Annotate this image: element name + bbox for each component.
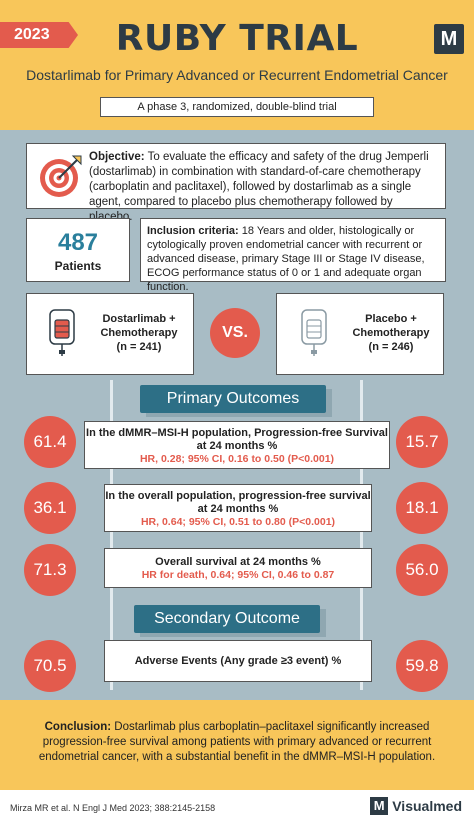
- patients-label: Patients: [54, 259, 102, 273]
- right-connector-line: [360, 380, 363, 690]
- arm-right-line2: Chemotherapy: [352, 327, 430, 339]
- arm-right-line3: (n = 246): [368, 341, 414, 353]
- inclusion-box: Inclusion criteria: 18 Years and older, …: [140, 218, 446, 293]
- arm-left-line2: Chemotherapy: [100, 327, 178, 339]
- arm-dostarlimab-box: Dostarlimab + Chemotherapy (n = 241): [26, 293, 194, 375]
- outcome1-box: In the dMMR–MSI-H population, Progressio…: [84, 421, 390, 469]
- inclusion-text: 18 Years and older, histologically or cy…: [147, 225, 425, 293]
- citation: Mirza MR et al. N Engl J Med 2023; 388:2…: [10, 803, 216, 813]
- arm-placebo-label: Placebo + Chemotherapy (n = 246): [341, 312, 441, 354]
- outcome2-title: In the overall population, progression-f…: [105, 490, 371, 515]
- arm-left-line3: (n = 241): [116, 341, 162, 353]
- iv-bag-icon: [301, 309, 327, 356]
- conclusion-body: Dostarlimab plus carboplatin–paclitaxel …: [38, 721, 436, 763]
- objective-label: Objective:: [89, 151, 145, 163]
- arm-right-line1: Placebo +: [365, 313, 417, 325]
- arm-placebo-box: Placebo + Chemotherapy (n = 246): [276, 293, 444, 375]
- outcome3-title: Overall survival at 24 months %: [155, 556, 321, 568]
- footer: [0, 790, 474, 822]
- conclusion-label: Conclusion:: [44, 721, 112, 733]
- target-icon: [40, 155, 82, 197]
- vs-badge: VS.: [210, 308, 260, 358]
- trial-type-box: A phase 3, randomized, double-blind tria…: [100, 97, 374, 117]
- iv-bag-icon: [49, 309, 75, 356]
- outcome1-placebo-value: 15.7: [396, 416, 448, 468]
- outcome1-dostarlimab-value: 61.4: [24, 416, 76, 468]
- brand-logo: M Visualmed: [370, 797, 462, 815]
- patients-box: 487 Patients: [26, 218, 130, 282]
- outcome3-box: Overall survival at 24 months % HR for d…: [104, 548, 372, 588]
- objective-body: To evaluate the efficacy and safety of t…: [89, 151, 429, 223]
- secondary-outcome-heading: Secondary Outcome: [134, 605, 320, 633]
- outcome1-title: In the dMMR–MSI-H population, Progressio…: [86, 427, 388, 452]
- conclusion-band: [0, 700, 474, 790]
- outcome2-placebo-value: 18.1: [396, 482, 448, 534]
- secondary-outcome-box: Adverse Events (Any grade ≥3 event) %: [104, 640, 372, 682]
- outcome1-hr: HR, 0.28; 95% CI, 0.16 to 0.50 (P<0.001): [139, 453, 335, 465]
- outcome3-dostarlimab-value: 71.3: [24, 544, 76, 596]
- patients-count: 487: [57, 229, 99, 256]
- outcome2-box: In the overall population, progression-f…: [104, 484, 372, 532]
- arm-dostarlimab-label: Dostarlimab + Chemotherapy (n = 241): [89, 312, 189, 354]
- brand-logo-icon: M: [370, 797, 389, 815]
- outcome2-dostarlimab-value: 36.1: [24, 482, 76, 534]
- brand-name: Visualmed: [392, 798, 462, 814]
- primary-outcomes-heading: Primary Outcomes: [140, 385, 326, 413]
- outcome3-placebo-value: 56.0: [396, 544, 448, 596]
- logo-icon: M: [434, 24, 464, 54]
- objective-text: Objective: To evaluate the efficacy and …: [89, 150, 439, 225]
- subtitle: Dostarlimab for Primary Advanced or Recu…: [26, 67, 448, 83]
- arm-left-line1: Dostarlimab +: [102, 313, 176, 325]
- secondary-outcome-title: Adverse Events (Any grade ≥3 event) %: [134, 655, 342, 667]
- outcome3-hr: HR for death, 0.64; 95% CI, 0.46 to 0.87: [141, 569, 335, 581]
- year-tag: 2023: [0, 22, 78, 48]
- page-title: RUBY TRIAL: [115, 18, 359, 59]
- secondary-placebo-value: 59.8: [396, 640, 448, 692]
- outcome2-hr: HR, 0.64; 95% CI, 0.51 to 0.80 (P<0.001): [140, 516, 336, 528]
- inclusion-label: Inclusion criteria:: [147, 225, 239, 237]
- left-connector-line: [110, 380, 113, 690]
- conclusion-text: Conclusion: Dostarlimab plus carboplatin…: [14, 720, 460, 765]
- secondary-dostarlimab-value: 70.5: [24, 640, 76, 692]
- objective-box: Objective: To evaluate the efficacy and …: [26, 143, 446, 223]
